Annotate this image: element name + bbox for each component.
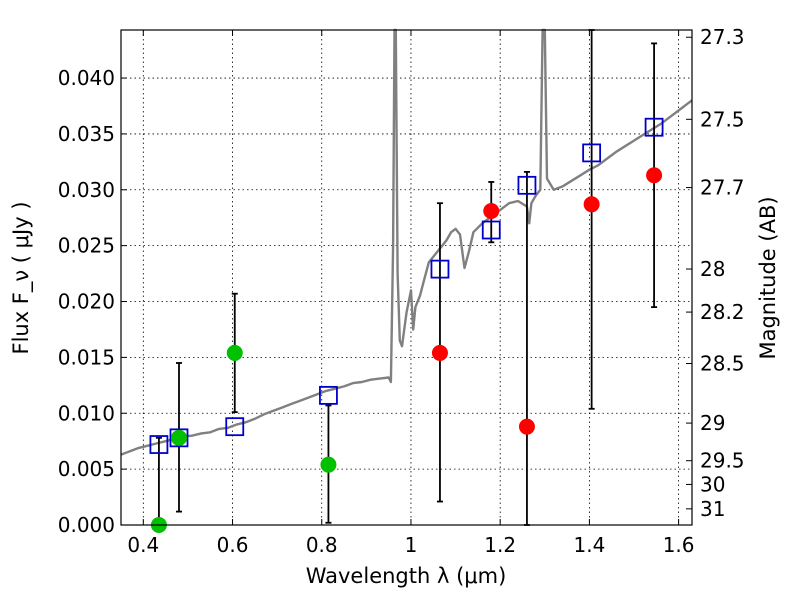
x-tick-label: 1 — [405, 533, 418, 557]
y-tick-label: 0.000 — [58, 513, 115, 537]
model-point — [225, 417, 245, 437]
data-point — [431, 344, 448, 361]
data-point — [320, 456, 337, 473]
data-point — [518, 418, 535, 435]
right-tick-label: 29 — [700, 411, 725, 435]
axis-ticks: 0.4 0.6 0.8 1 1.2 1.4 1.6 0.000 0.005 0.010 0.015 0… — [58, 25, 745, 557]
right-tick-label: 27.5 — [700, 107, 745, 131]
x-tick-label: 1.4 — [573, 533, 605, 557]
model-point — [481, 220, 501, 240]
y-axis-label: Flux F_ν ( μJy ) — [9, 201, 34, 354]
y-tick-label: 0.030 — [58, 178, 115, 202]
model-point — [430, 259, 450, 279]
right-tick-label: 28 — [700, 257, 725, 281]
y-tick-label: 0.040 — [58, 66, 115, 90]
y-tick-label: 0.010 — [58, 401, 115, 425]
y-tick-label: 0.020 — [58, 290, 115, 314]
x-tick-label: 1.2 — [484, 533, 516, 557]
model-point — [149, 435, 169, 454]
data-point — [170, 429, 187, 446]
error-bars — [155, 29, 658, 526]
right-tick-label: 30 — [700, 472, 725, 496]
y-tick-label: 0.005 — [58, 457, 115, 481]
right-tick-label: 28.2 — [700, 300, 745, 324]
x-axis-label: Wavelength λ (μm) — [306, 564, 507, 588]
y-tick-label: 0.035 — [58, 122, 115, 146]
data-point — [583, 196, 600, 213]
data-point — [226, 344, 243, 361]
detections-series — [150, 167, 663, 533]
sed-line-path — [120, 28, 693, 456]
data-point — [483, 203, 500, 220]
data-point — [646, 167, 663, 184]
plot-frame — [120, 29, 693, 526]
model-sed-series — [120, 28, 693, 456]
model-point — [644, 117, 664, 137]
right-tick-label: 27.7 — [700, 176, 745, 200]
right-tick-label: 29.5 — [700, 449, 745, 473]
y-tick-label: 0.015 — [58, 345, 115, 369]
right-tick-label: 27.3 — [700, 25, 745, 49]
grid-lines — [121, 30, 692, 526]
right-axis-label: Magnitude (AB) — [756, 196, 780, 359]
right-tick-label: 28.5 — [700, 351, 745, 375]
model-point — [169, 428, 189, 448]
x-tick-label: 0.4 — [127, 533, 159, 557]
x-tick-label: 0.6 — [217, 533, 249, 557]
model-point — [517, 175, 537, 195]
x-tick-label: 1.6 — [663, 533, 695, 557]
model-point — [582, 143, 602, 163]
y-tick-label: 0.025 — [58, 234, 115, 258]
model-photometry-series — [149, 117, 664, 454]
x-tick-label: 0.8 — [306, 533, 338, 557]
right-tick-label: 31 — [700, 497, 725, 521]
model-point — [319, 385, 338, 405]
